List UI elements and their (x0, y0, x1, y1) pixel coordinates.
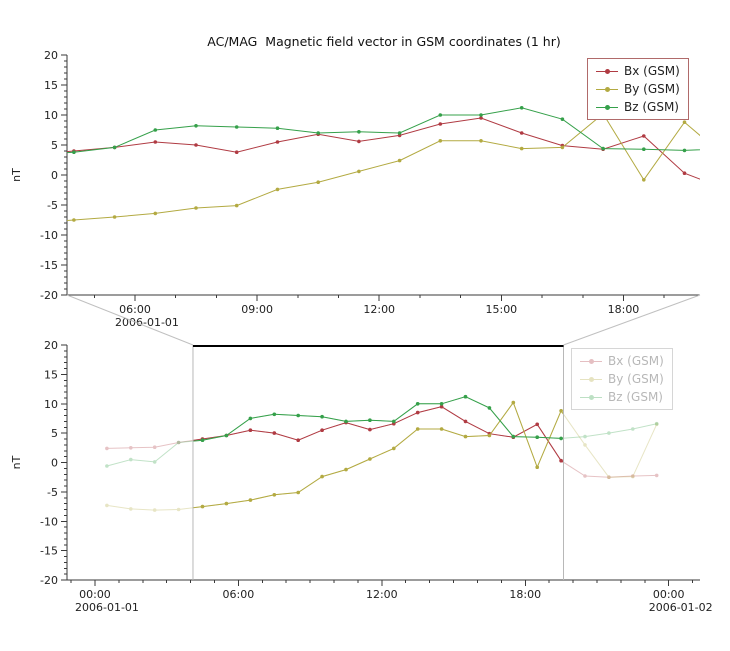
series-by (67, 112, 700, 222)
series-by-markers (200, 400, 563, 509)
legend-entry-bx: Bx (GSM) (596, 64, 680, 78)
series-by-markers (72, 112, 687, 222)
series-bx-line (192, 406, 564, 463)
x-tick-label: 00:00 (653, 588, 685, 601)
y-axis-title: nT (10, 455, 23, 469)
legend-entry-label: Bz (GSM) (608, 389, 663, 404)
x-tick-label: 06:00 (223, 588, 255, 601)
top-axes (61, 54, 700, 301)
selection-region (192, 345, 565, 580)
legend-entry-by: By (GSM) (580, 372, 664, 386)
y-tick-label: 0 (51, 457, 58, 470)
series-bz-line (192, 396, 564, 442)
legend-marker-icon (596, 85, 618, 94)
y-tick-label: 20 (44, 339, 58, 352)
x-tick-label: 12:00 (363, 303, 395, 316)
legend-marker-icon (596, 103, 618, 112)
series-bz-markers (200, 394, 563, 443)
series-by-line (67, 113, 700, 222)
y-tick-label: -20 (40, 289, 58, 302)
y-tick-label: 5 (51, 427, 58, 440)
legend-entry-label: By (GSM) (624, 81, 680, 96)
legend-entry-bx: Bx (GSM) (580, 354, 664, 368)
y-tick-label: 10 (44, 398, 58, 411)
legend-marker-icon (580, 375, 602, 384)
series-bx-line (67, 117, 700, 180)
x-tick-label: 00:00 (79, 588, 111, 601)
zoom-connectors (66, 294, 701, 346)
x-tick-label: 06:00 (119, 303, 151, 316)
x-tick-label: 12:00 (366, 588, 398, 601)
series-bz-markers (72, 106, 687, 154)
bottom-axes (61, 344, 700, 586)
legend-top: Bx (GSM) By (GSM) Bz (GSM) (587, 58, 689, 120)
y-tick-label: 15 (44, 368, 58, 381)
y-tick-label: 10 (44, 109, 58, 122)
legend-entry-bz: Bz (GSM) (596, 100, 680, 114)
legend-marker-icon (596, 67, 618, 76)
x-tick-label: 18:00 (608, 303, 640, 316)
legend-entry-label: Bx (GSM) (608, 353, 664, 368)
x-tick-label: 09:00 (241, 303, 273, 316)
y-axis-title: nT (10, 168, 23, 182)
y-tick-label: -5 (47, 199, 58, 212)
y-tick-label: -20 (40, 574, 58, 587)
x-axis-date-label: 2006-01-01 (115, 316, 179, 329)
legend-entry-bz: Bz (GSM) (580, 390, 664, 404)
series-bz-line (67, 107, 700, 154)
x-axis-date-label: 2006-01-01 (75, 601, 139, 614)
y-tick-label: -15 (40, 259, 58, 272)
y-tick-label: 0 (51, 169, 58, 182)
y-tick-label: -10 (40, 515, 58, 528)
x-tick-label: 15:00 (485, 303, 517, 316)
legend-entry-label: By (GSM) (608, 371, 664, 386)
legend-bottom: Bx (GSM) By (GSM) Bz (GSM) (571, 348, 673, 410)
chart-title: AC/MAG Magnetic field vector in GSM coor… (207, 34, 561, 49)
series-by-selected (192, 400, 564, 509)
y-tick-label: -5 (47, 486, 58, 499)
y-tick-label: 15 (44, 79, 58, 92)
legend-entry-by: By (GSM) (596, 82, 680, 96)
series-bz (67, 106, 700, 154)
x-tick-label: 18:00 (509, 588, 541, 601)
legend-marker-icon (580, 393, 602, 402)
y-tick-label: -10 (40, 229, 58, 242)
y-tick-label: -15 (40, 545, 58, 558)
y-tick-label: 20 (44, 49, 58, 62)
y-tick-label: 5 (51, 139, 58, 152)
legend-marker-icon (580, 357, 602, 366)
series-bz-selected (192, 394, 564, 443)
legend-entry-label: Bx (GSM) (624, 63, 680, 78)
series-by-line (192, 401, 564, 509)
legend-entry-label: Bz (GSM) (624, 99, 679, 114)
x-axis-date-label: 2006-01-02 (649, 601, 713, 614)
zoom-selection-brush[interactable] (193, 345, 564, 580)
